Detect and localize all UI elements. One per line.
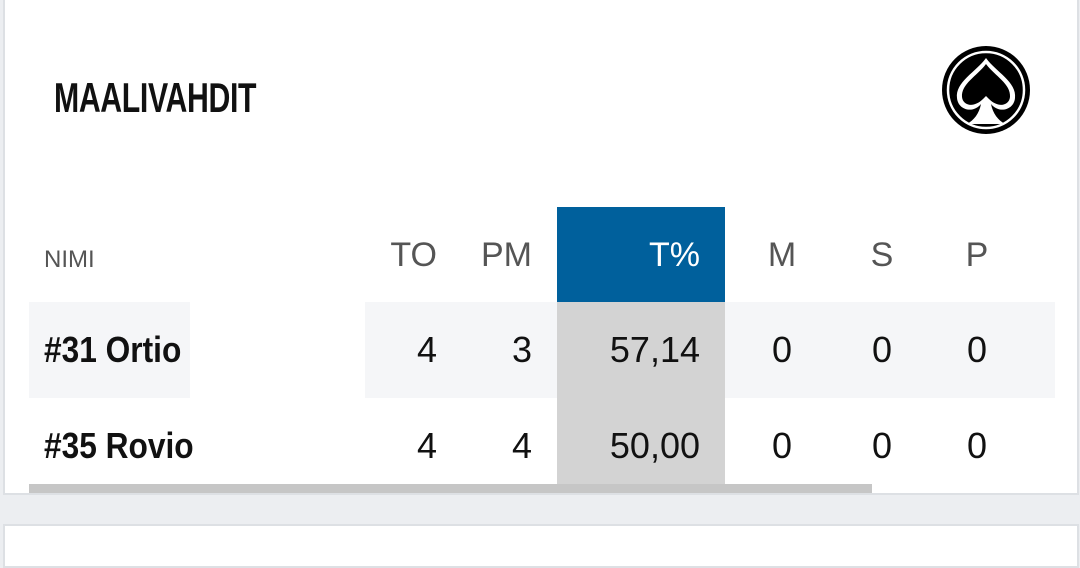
stat-cell: 0: [771, 425, 793, 466]
row-stripe: [29, 302, 190, 398]
column-header: T%: [649, 236, 700, 274]
stat-cell: 50,00: [609, 425, 700, 466]
highlight-header: [557, 207, 725, 302]
team-logo: [942, 46, 1030, 134]
column-header: S: [870, 236, 894, 274]
scrollbar: [29, 484, 872, 493]
card-title: MAALIVAHDIT: [54, 74, 257, 121]
stat-cell: 4: [511, 425, 532, 466]
next-card: [3, 524, 1079, 568]
stat-cell: 0: [771, 329, 793, 370]
goalies-card: MAALIVAHDIT NIMI TO PM T% M S P #31 Ortio 4 3 57,1…: [3, 0, 1079, 495]
stat-cell: 57,14: [609, 329, 700, 370]
stat-cell: 0: [871, 425, 893, 466]
player-name: #31 Ortio: [44, 329, 182, 370]
player-name: #35 Rovio: [44, 425, 194, 466]
stat-cell: 4: [416, 329, 437, 370]
stat-cell: 3: [511, 329, 532, 370]
stat-cell: 4: [416, 425, 437, 466]
column-header: M: [767, 236, 797, 274]
stat-cell: 0: [966, 425, 988, 466]
column-header: NIMI: [44, 246, 95, 273]
highlight-column: [557, 302, 725, 493]
column-header: P: [965, 236, 989, 274]
column-header: PM: [481, 236, 532, 274]
column-header: TO: [390, 236, 437, 274]
stat-cell: 0: [871, 329, 893, 370]
stat-cell: 0: [966, 329, 988, 370]
